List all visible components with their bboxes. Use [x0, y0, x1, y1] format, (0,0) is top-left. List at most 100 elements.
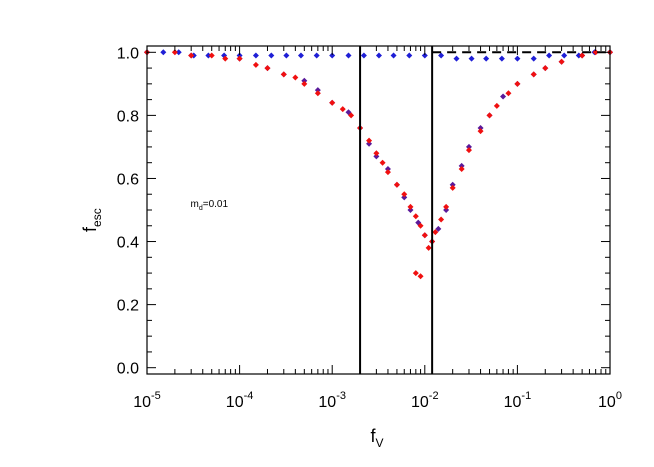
- data-point-purple-19: [435, 225, 442, 232]
- axis-ticks-layer: [146, 46, 611, 374]
- md-annotation: md=0.01: [191, 199, 229, 212]
- data-point-red-22: [407, 203, 414, 210]
- data-point-red-45: [412, 270, 419, 277]
- data-point-blue-7: [252, 52, 259, 59]
- x-tick-label-base: 10: [318, 394, 336, 411]
- data-point-red-20: [393, 181, 400, 188]
- data-point-blue-17: [406, 52, 413, 59]
- x-tick-label-base: 10: [504, 394, 522, 411]
- data-point-blue-4: [205, 52, 212, 59]
- x-tick-label-exponent: -3: [336, 390, 346, 402]
- x-tick-label-0: 100: [598, 390, 622, 411]
- data-point-purple-21: [449, 181, 456, 188]
- plot-frame: [146, 45, 611, 375]
- data-point-purple-5: [301, 77, 308, 84]
- data-point-red-35: [486, 112, 493, 119]
- data-point-blue-10: [297, 52, 304, 59]
- y-tick-label-0.2: 0.2: [117, 298, 139, 315]
- x-tick-label-base: 10: [411, 394, 429, 411]
- data-point-red-28: [432, 229, 439, 236]
- data-point-blue-23: [498, 55, 505, 62]
- y-axis-title-main: f: [80, 226, 100, 232]
- data-points-layer: [144, 49, 613, 280]
- y-tick-label-0.8: 0.8: [117, 108, 139, 125]
- data-point-blue-14: [360, 52, 367, 59]
- data-point-red-40: [542, 65, 549, 72]
- data-point-red-38: [514, 80, 521, 87]
- data-point-red-24: [417, 222, 424, 229]
- data-point-red-11: [314, 90, 321, 97]
- data-point-red-23: [412, 213, 419, 220]
- reference-lines-layer: [359, 46, 610, 374]
- data-point-blue-25: [530, 55, 537, 62]
- y-tick-label-0.4: 0.4: [117, 235, 139, 252]
- data-point-red-30: [443, 203, 450, 210]
- tick-labels-layer: 0.00.20.40.60.81.010-5 10-4 10-3 10-2 10-1 10…: [117, 45, 622, 411]
- data-point-red-10: [301, 80, 308, 87]
- data-point-red-31: [449, 184, 456, 191]
- data-point-purple-23: [465, 143, 472, 150]
- data-point-red-3: [208, 52, 215, 59]
- data-point-blue-6: [236, 52, 243, 59]
- data-point-red-5: [236, 55, 243, 62]
- data-point-red-43: [592, 49, 599, 56]
- data-point-purple-12: [384, 166, 391, 172]
- x-tick-label--3: 10-3: [318, 390, 346, 411]
- x-tick-label--1: 10-1: [504, 390, 532, 411]
- data-point-blue-12: [329, 52, 336, 59]
- data-point-blue-13: [345, 52, 352, 59]
- data-point-red-19: [384, 169, 391, 176]
- data-point-red-6: [252, 61, 259, 68]
- y-axis-title: fesc: [80, 208, 104, 232]
- data-point-red-34: [477, 128, 484, 135]
- data-point-red-4: [222, 55, 229, 62]
- data-point-blue-9: [283, 52, 290, 59]
- data-point-purple-6: [314, 87, 321, 94]
- data-point-red-41: [558, 58, 565, 65]
- y-axis-title-sub: esc: [90, 208, 104, 227]
- data-point-blue-20: [453, 55, 460, 62]
- x-tick-label-exponent: -1: [521, 390, 531, 402]
- x-axis-title: fV: [371, 426, 384, 450]
- data-point-red-29: [438, 216, 445, 223]
- data-point-red-36: [493, 102, 500, 109]
- annotation-value: =0.01: [203, 199, 229, 210]
- y-tick-label-0.0: 0.0: [117, 361, 139, 378]
- data-point-red-1: [171, 49, 178, 56]
- data-point-purple-20: [443, 207, 450, 213]
- x-tick-label-base: 10: [598, 394, 616, 411]
- data-point-red-9: [292, 74, 299, 81]
- x-tick-label-exponent: 0: [616, 390, 622, 402]
- data-point-red-14: [348, 112, 355, 119]
- data-point-blue-1: [160, 49, 167, 56]
- data-point-red-39: [530, 71, 537, 78]
- data-point-blue-16: [390, 52, 397, 59]
- data-point-blue-2: [175, 49, 182, 56]
- data-point-purple-14: [401, 194, 408, 201]
- x-tick-label-base: 10: [226, 394, 244, 411]
- data-point-red-26: [425, 244, 432, 251]
- data-point-red-37: [505, 90, 512, 97]
- data-point-red-42: [579, 52, 586, 59]
- data-point-blue-19: [438, 52, 445, 59]
- annotation-main: m: [191, 199, 199, 210]
- data-point-blue-24: [514, 55, 521, 62]
- x-axis-title-main: f: [371, 426, 377, 446]
- data-point-purple-26: [500, 93, 507, 100]
- data-point-red-46: [417, 273, 424, 280]
- data-point-blue-22: [483, 55, 490, 62]
- data-point-purple-15: [407, 207, 414, 213]
- data-point-blue-11: [313, 52, 320, 59]
- data-point-blue-26: [546, 52, 553, 59]
- data-point-purple-11: [373, 153, 380, 160]
- data-point-red-2: [188, 52, 195, 59]
- data-point-red-16: [366, 137, 373, 144]
- x-tick-label-base: 10: [133, 394, 151, 411]
- data-point-red-7: [264, 65, 271, 72]
- data-point-red-12: [329, 99, 336, 106]
- data-point-red-25: [421, 232, 428, 239]
- x-tick-label--4: 10-4: [226, 390, 254, 411]
- data-point-red-13: [339, 106, 346, 113]
- data-point-blue-21: [468, 55, 475, 62]
